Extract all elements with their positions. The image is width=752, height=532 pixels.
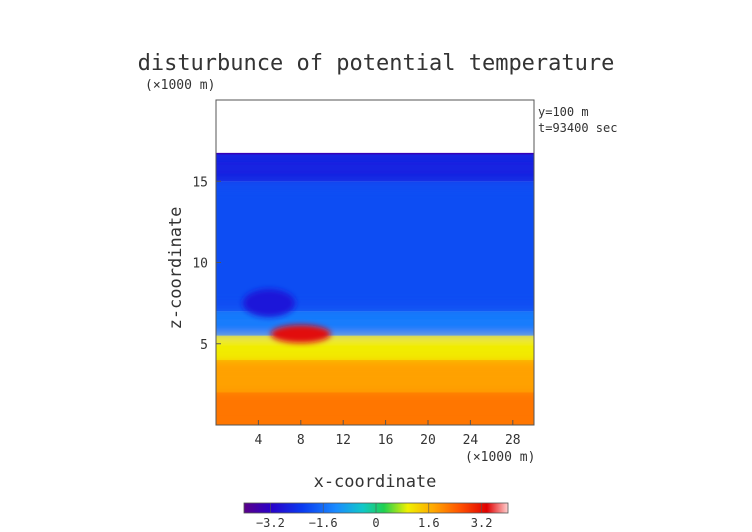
x-tick-label: 16 (378, 433, 394, 448)
chart-subtitle: (×1000 m) (145, 78, 215, 93)
colorbar-ticks: −3.2 −1.6 0 1.6 3.2 (256, 503, 492, 530)
colorbar-tick-label: 0 (372, 516, 379, 530)
x-axis-label: x-coordinate (314, 472, 437, 492)
empty-region (216, 100, 534, 154)
colorbar-tick-label: 1.6 (418, 516, 440, 530)
chart-title: disturbunce of potential temperature (138, 51, 615, 76)
heatmap-smoothing (216, 157, 534, 421)
y-tick-label: 15 (192, 175, 208, 190)
annotation-y: y=100 m (538, 105, 589, 119)
x-tick-label: 20 (420, 433, 436, 448)
y-axis-ticks: 5 10 15 (192, 175, 221, 353)
y-tick-label: 5 (200, 338, 208, 353)
annotation-t: t=93400 sec (538, 121, 617, 135)
x-tick-label: 4 (254, 433, 262, 448)
y-axis-label: z-coordinate (166, 207, 186, 330)
heatmap-plot-area (216, 100, 534, 425)
heatmap-feature (243, 289, 295, 318)
heatmap-band-blend (216, 364, 534, 389)
heatmap-features (243, 289, 331, 343)
x-unit-label: (×1000 m) (465, 450, 535, 465)
x-tick-label: 8 (297, 433, 305, 448)
heatmap-feature (270, 325, 331, 343)
colorbar-tick-label: −3.2 (256, 516, 285, 530)
heatmap-band-blend (216, 339, 534, 356)
colorbar-tick-label: −1.6 (309, 516, 338, 530)
x-tick-label: 24 (463, 433, 479, 448)
y-tick-label: 10 (192, 257, 208, 272)
x-tick-label: 12 (335, 433, 351, 448)
x-tick-label: 28 (505, 433, 521, 448)
colorbar-tick-label: 3.2 (471, 516, 493, 530)
heatmap-band-blend (216, 185, 534, 308)
x-axis-ticks: 4 8 12 16 20 24 28 (254, 420, 521, 448)
heatmap-band-blend (216, 396, 534, 421)
heatmap-band-blend (216, 157, 534, 178)
heatmap-band-blend (216, 315, 534, 332)
